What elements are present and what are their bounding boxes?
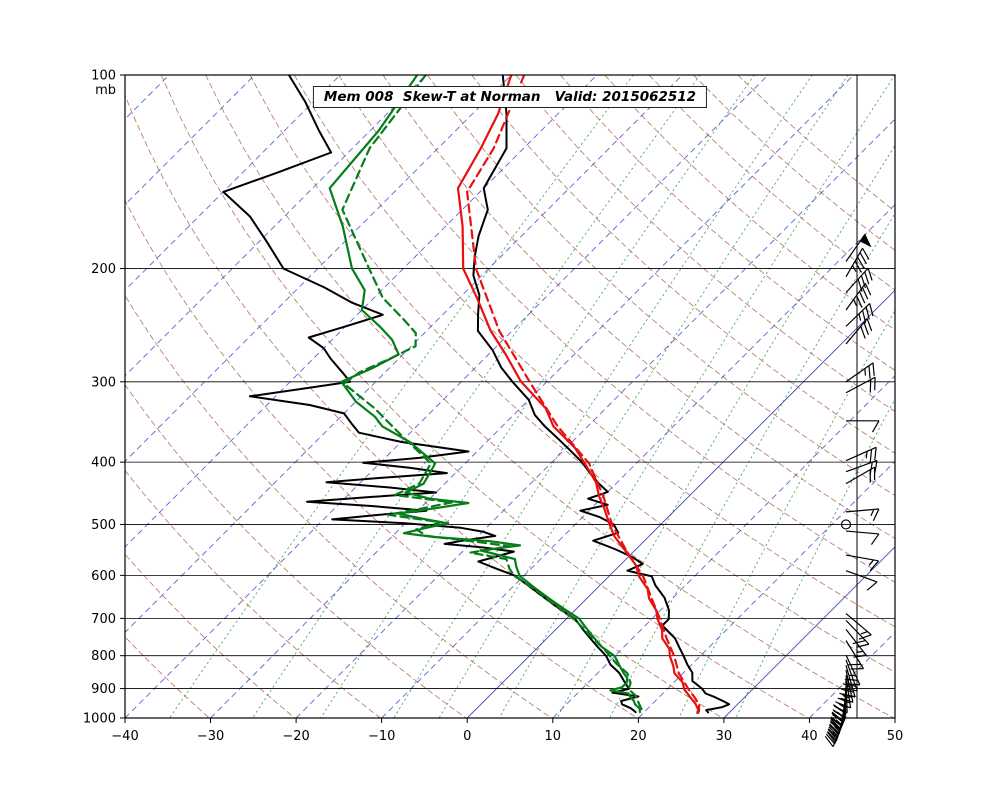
- mixing-ratio-line: [320, 75, 755, 718]
- temperature-tick-label: 40: [801, 729, 818, 744]
- pressure-unit-label: mb: [95, 83, 116, 98]
- wind-barb: [824, 716, 847, 748]
- isotherm-line: [125, 75, 598, 548]
- wind-barb: [845, 466, 876, 485]
- dry-adiabat-line: [515, 75, 895, 413]
- dry-adiabat-line: [125, 636, 210, 718]
- wind-barb: [845, 530, 880, 545]
- dry-adiabat-line: [560, 75, 895, 371]
- temperature-tick-label: 10: [545, 729, 562, 744]
- temperature-tick-label: −10: [368, 729, 395, 744]
- wind-barb: [845, 282, 872, 311]
- dry-adiabat-line: [205, 75, 894, 718]
- wind-barb: [845, 233, 872, 262]
- pressure-tick-label: 500: [91, 518, 116, 533]
- plot-frame: [124, 74, 896, 719]
- chart-title: Mem 008 Skew-T at Norman Valid: 20150625…: [312, 86, 708, 108]
- wind-barb: [845, 459, 878, 476]
- dry-adiabat-line: [125, 294, 552, 718]
- isotherm-line: [210, 75, 854, 718]
- isotherm-line: [125, 75, 341, 291]
- dry-adiabat-line: [737, 75, 895, 212]
- isotherm-line: [894, 717, 895, 718]
- observed-temperature-profile: [472, 75, 731, 714]
- temperature-tick-label: 50: [887, 729, 904, 744]
- dry-adiabat-line: [160, 75, 809, 718]
- background-lines: [0, 75, 895, 718]
- wind-barb: [840, 519, 852, 530]
- dry-adiabat-line: [338, 75, 895, 583]
- dry-adiabat-line: [648, 75, 895, 291]
- sounding-profiles: [222, 75, 731, 717]
- isotherm-line: [295, 118, 895, 718]
- dry-adiabat-line: [471, 75, 895, 454]
- isotherm-line: [466, 289, 895, 718]
- pressure-tick-label: 400: [91, 456, 116, 471]
- pressure-tick-label: 600: [91, 569, 116, 584]
- mixing-ratio-line: [609, 212, 895, 718]
- wind-barb: [845, 613, 872, 640]
- dry-adiabat-line: [125, 383, 467, 718]
- pressure-tick-label: 200: [91, 262, 116, 277]
- mixing-ratio-line: [678, 309, 895, 718]
- mixing-ratio-line: [556, 144, 895, 718]
- wind-barb: [845, 362, 875, 383]
- temperature-tick-label: −40: [111, 729, 138, 744]
- wind-barb: [845, 570, 878, 591]
- dry-adiabat-line: [125, 553, 296, 718]
- dry-adiabat-line: [125, 199, 638, 718]
- wind-barb: [845, 619, 870, 648]
- isotherm-line: [723, 546, 895, 718]
- dry-adiabat-line: [125, 469, 381, 718]
- member-temperature-profile: [456, 75, 700, 715]
- pressure-tick-label: 800: [91, 649, 116, 664]
- isotherm-line: [125, 75, 769, 718]
- wind-barbs: [824, 233, 880, 748]
- pressure-tick-label: 300: [91, 375, 116, 390]
- isotherm-line: [638, 460, 895, 718]
- dry-adiabat-line: [427, 75, 895, 497]
- isotherm-line: [809, 631, 895, 718]
- mixing-ratio-line: [735, 397, 895, 718]
- isotherm-line: [125, 75, 255, 206]
- wind-barb: [845, 640, 864, 670]
- wind-barb: [846, 420, 880, 433]
- temperature-tick-label: −20: [282, 729, 309, 744]
- member-dewpoint-alt-profile: [341, 75, 645, 715]
- dry-adiabat-line: [125, 94, 723, 718]
- pressure-tick-label: 100: [91, 69, 116, 84]
- pressure-tick-label: 1000: [83, 712, 116, 727]
- dry-adiabat-line: [293, 75, 895, 628]
- dry-adiabat-line: [604, 75, 895, 331]
- isotherm-line: [0, 75, 84, 718]
- wind-barb: [845, 247, 870, 278]
- dry-adiabat-line: [382, 75, 895, 540]
- pressure-tick-label: 900: [91, 682, 116, 697]
- mixing-ratio-line: [252, 75, 701, 718]
- isotherm-line: [125, 75, 170, 120]
- wind-barb: [845, 446, 877, 463]
- isotherm-line: [381, 204, 895, 718]
- temperature-tick-label: 30: [716, 729, 733, 744]
- isotherm-line: [552, 375, 895, 718]
- wind-barb: [845, 508, 880, 522]
- temperature-tick-label: 20: [630, 729, 647, 744]
- wind-barb: [845, 318, 873, 345]
- mixing-ratio-line: [438, 75, 849, 718]
- wind-barb: [845, 554, 879, 572]
- member-temperature-alt-profile: [466, 75, 701, 717]
- observed-dewpoint-profile: [222, 75, 640, 714]
- wind-barb: [845, 376, 876, 394]
- dry-adiabat-line: [249, 75, 895, 673]
- pressure-tick-label: 700: [91, 612, 116, 627]
- mixing-ratio-line: [498, 75, 895, 718]
- isotherm-line: [125, 75, 512, 462]
- mixing-ratio-line: [393, 75, 813, 718]
- member-dewpoint-profile: [328, 75, 642, 714]
- temperature-tick-label: 0: [463, 729, 471, 744]
- isotherm-line: [125, 75, 427, 377]
- temperature-tick-label: −30: [197, 729, 224, 744]
